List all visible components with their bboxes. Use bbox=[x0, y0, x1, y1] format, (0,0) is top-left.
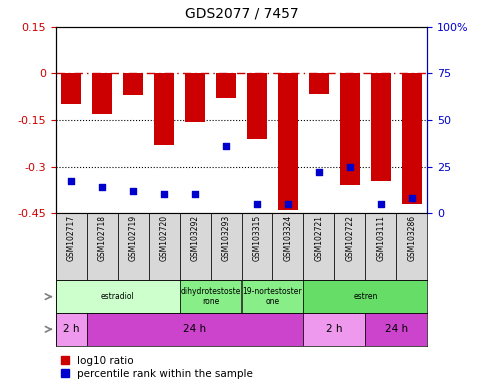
Text: GSM103286: GSM103286 bbox=[408, 215, 416, 261]
Text: 24 h: 24 h bbox=[385, 324, 408, 334]
Bar bbox=[242, 280, 303, 313]
Bar bbox=[216, 73, 236, 98]
Bar bbox=[86, 313, 303, 346]
Bar bbox=[309, 73, 329, 94]
Text: estren: estren bbox=[353, 292, 378, 301]
Bar bbox=[180, 280, 242, 313]
Text: GSM103293: GSM103293 bbox=[222, 215, 230, 262]
Legend: log10 ratio, percentile rank within the sample: log10 ratio, percentile rank within the … bbox=[61, 356, 253, 379]
Text: 2 h: 2 h bbox=[63, 324, 79, 334]
Text: GSM102719: GSM102719 bbox=[128, 215, 138, 261]
Text: GSM102720: GSM102720 bbox=[159, 215, 169, 261]
Title: GDS2077 / 7457: GDS2077 / 7457 bbox=[185, 7, 298, 21]
Point bbox=[67, 179, 75, 185]
Text: GSM103315: GSM103315 bbox=[253, 215, 261, 262]
Bar bbox=[303, 213, 334, 280]
Text: 2 h: 2 h bbox=[326, 324, 343, 334]
Bar bbox=[117, 213, 149, 280]
Bar bbox=[397, 213, 427, 280]
Point bbox=[346, 164, 354, 170]
Bar bbox=[180, 213, 211, 280]
Bar bbox=[340, 73, 360, 185]
Text: 19-nortestoster
one: 19-nortestoster one bbox=[242, 287, 302, 306]
Text: GSM103324: GSM103324 bbox=[284, 215, 293, 262]
Bar bbox=[371, 73, 391, 180]
Point bbox=[191, 192, 199, 198]
Bar bbox=[278, 73, 298, 210]
Text: GSM102721: GSM102721 bbox=[314, 215, 324, 261]
Text: GSM102722: GSM102722 bbox=[345, 215, 355, 261]
Bar bbox=[56, 313, 86, 346]
Bar bbox=[402, 73, 422, 204]
Text: GSM102718: GSM102718 bbox=[98, 215, 107, 261]
Point bbox=[98, 184, 106, 190]
Bar bbox=[334, 213, 366, 280]
Text: GSM102717: GSM102717 bbox=[67, 215, 75, 261]
Point bbox=[377, 201, 385, 207]
Bar bbox=[242, 213, 272, 280]
Text: dihydrotestoste
rone: dihydrotestoste rone bbox=[180, 287, 241, 306]
Bar bbox=[247, 73, 267, 139]
Bar bbox=[92, 73, 112, 114]
Bar bbox=[56, 213, 86, 280]
Text: GSM103292: GSM103292 bbox=[190, 215, 199, 261]
Bar bbox=[366, 313, 427, 346]
Text: GSM103111: GSM103111 bbox=[376, 215, 385, 261]
Point bbox=[315, 169, 323, 175]
Text: estradiol: estradiol bbox=[100, 292, 134, 301]
Bar bbox=[123, 73, 143, 95]
Bar bbox=[56, 280, 180, 313]
Bar bbox=[303, 313, 366, 346]
Bar bbox=[272, 213, 303, 280]
Point bbox=[222, 143, 230, 149]
Bar bbox=[366, 213, 397, 280]
Bar bbox=[149, 213, 180, 280]
Bar bbox=[303, 280, 427, 313]
Point bbox=[129, 188, 137, 194]
Point bbox=[284, 201, 292, 207]
Text: 24 h: 24 h bbox=[184, 324, 207, 334]
Point bbox=[253, 201, 261, 207]
Bar bbox=[154, 73, 174, 145]
Bar bbox=[211, 213, 242, 280]
Bar bbox=[86, 213, 117, 280]
Point bbox=[408, 195, 416, 201]
Point bbox=[160, 192, 168, 198]
Bar bbox=[185, 73, 205, 122]
Bar bbox=[61, 73, 81, 104]
